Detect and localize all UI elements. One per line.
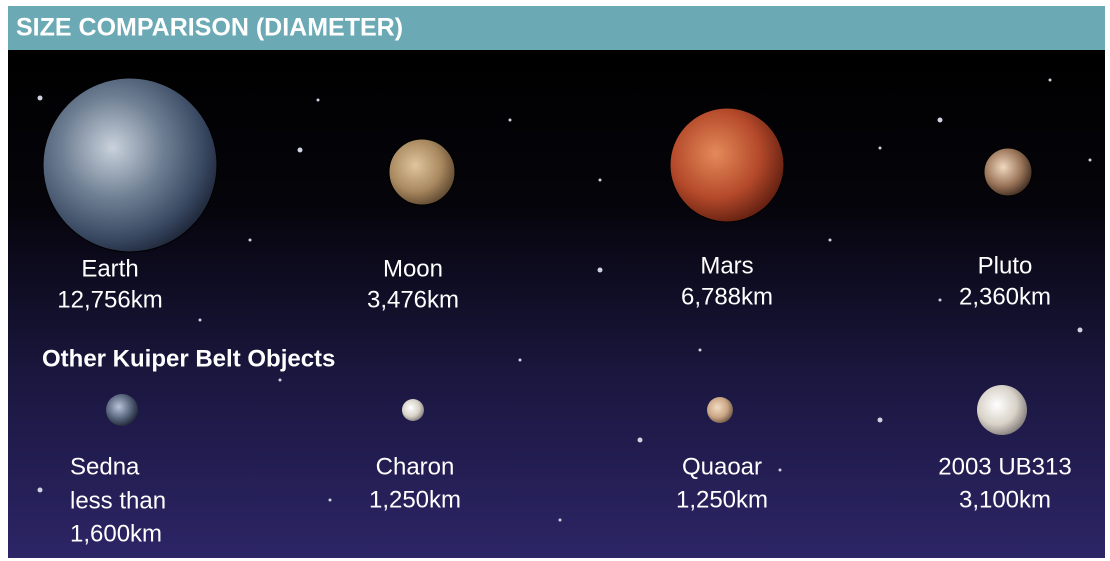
star — [329, 499, 332, 502]
object-diameter: 1,250km — [369, 486, 461, 513]
planet-image — [389, 139, 455, 205]
planet-name: Mars — [700, 252, 753, 279]
star — [279, 379, 282, 382]
star — [879, 147, 882, 150]
object-diameter: 1,600km — [70, 520, 162, 547]
planet-name: Pluto — [978, 252, 1033, 279]
star — [1089, 159, 1092, 162]
object-image — [402, 399, 424, 421]
object-image — [977, 385, 1027, 435]
object-name: Quaoar — [682, 453, 762, 480]
star — [317, 99, 320, 102]
star — [249, 239, 252, 242]
planet-name: Earth — [81, 255, 138, 282]
star — [519, 359, 522, 362]
star — [509, 119, 512, 122]
planet-image — [43, 78, 217, 252]
star — [938, 118, 943, 123]
header-title: SIZE COMPARISON (DIAMETER) — [16, 14, 403, 42]
planet-diameter: 2,360km — [959, 283, 1051, 310]
star — [829, 239, 832, 242]
object-image — [707, 397, 733, 423]
object-name: Sedna — [70, 453, 140, 480]
object-name: Charon — [376, 453, 455, 480]
object-image — [106, 394, 138, 426]
planet-image — [984, 148, 1032, 196]
planet-diameter: 12,756km — [57, 286, 162, 313]
star — [559, 519, 562, 522]
planet-diameter: 6,788km — [681, 283, 773, 310]
star — [1078, 328, 1083, 333]
star — [699, 349, 702, 352]
object-qualifier: less than — [70, 487, 166, 514]
star — [599, 179, 602, 182]
planet-image — [670, 108, 784, 222]
star — [878, 418, 883, 423]
planet-diameter: 3,476km — [367, 286, 459, 313]
star — [939, 299, 942, 302]
section-title: Other Kuiper Belt Objects — [42, 345, 335, 372]
star — [298, 148, 303, 153]
star — [199, 319, 202, 322]
star — [38, 96, 43, 101]
star — [779, 469, 782, 472]
planet-name: Moon — [383, 255, 443, 282]
star — [1049, 79, 1052, 82]
infographic: SIZE COMPARISON (DIAMETER) Other Kuiper … — [0, 0, 1110, 561]
star — [38, 488, 43, 493]
object-diameter: 3,100km — [959, 486, 1051, 513]
star — [598, 268, 603, 273]
star — [638, 438, 643, 443]
object-diameter: 1,250km — [676, 486, 768, 513]
object-name: 2003 UB313 — [938, 453, 1071, 480]
